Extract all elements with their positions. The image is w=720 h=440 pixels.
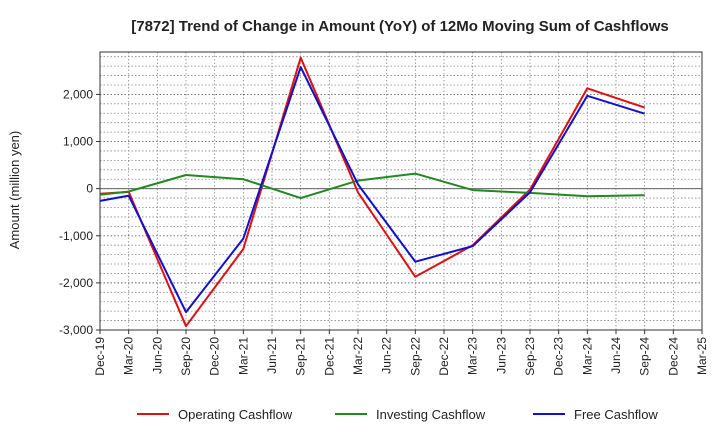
x-tick-label: Dec-19: [93, 337, 107, 376]
y-tick-label: 0: [86, 182, 93, 196]
y-tick-label: -3,000: [59, 323, 93, 337]
legend: Operating Cashflow Investing Cashflow Free…: [137, 407, 658, 422]
x-tick-label: Jun-23: [494, 337, 508, 374]
x-tick-label: Mar-21: [236, 337, 250, 375]
y-tick-label: -1,000: [59, 229, 93, 243]
x-tick-label: Dec-21: [322, 337, 336, 376]
plot-background: [100, 52, 702, 330]
x-tick-label: Dec-22: [437, 337, 451, 376]
y-axis-label: Amount (million yen): [7, 131, 22, 250]
x-tick-label: Dec-23: [552, 337, 566, 376]
legend-label: Operating Cashflow: [178, 407, 293, 422]
series-line: [99, 66, 645, 314]
x-tick-label: Jun-21: [265, 337, 279, 374]
plot-frame: [99, 51, 703, 331]
x-tick-label: Mar-25: [695, 337, 709, 375]
x-tick-label: Dec-20: [208, 337, 222, 376]
x-tick-label: Mar-24: [580, 337, 594, 375]
x-tick-label: Dec-24: [666, 337, 680, 376]
chart-title: [7872] Trend of Change in Amount (YoY) o…: [131, 18, 669, 35]
x-tick-label: Jun-22: [380, 337, 394, 374]
y-tick-label: -2,000: [59, 276, 93, 290]
y-tick-label: 2,000: [63, 87, 93, 101]
series-line: [99, 56, 646, 328]
x-tick-label: Sep-22: [408, 337, 422, 376]
x-tick-label: Jun-24: [609, 337, 623, 374]
legend-label: Investing Cashflow: [376, 407, 486, 422]
x-tick-label: Sep-20: [179, 337, 193, 376]
x-tick-label: Sep-24: [638, 337, 652, 376]
legend-label: Free Cashflow: [574, 407, 658, 422]
y-tick-label: 1,000: [63, 135, 93, 149]
x-tick-label: Sep-23: [523, 337, 537, 376]
x-tick-label: Mar-22: [351, 337, 365, 375]
x-tick-label: Mar-20: [122, 337, 136, 375]
series-line: [99, 172, 645, 200]
x-tick-label: Sep-21: [294, 337, 308, 376]
x-tick-label: Jun-20: [150, 337, 164, 374]
x-tick-label: Mar-23: [466, 337, 480, 375]
